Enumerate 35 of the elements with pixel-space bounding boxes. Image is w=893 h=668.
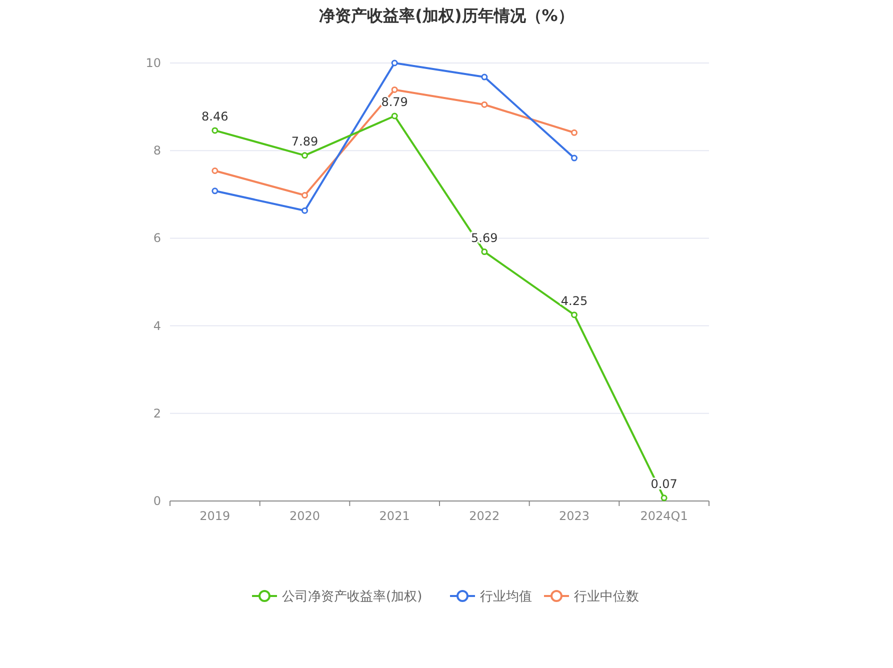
point [391, 112, 398, 120]
point [212, 188, 218, 194]
legend-label: 行业均值 [480, 590, 532, 604]
chart-title: 净资产收益率(加权)历年情况（%） [319, 6, 574, 25]
point [302, 207, 308, 214]
point [481, 248, 488, 256]
x-tick-label: 2021 [379, 509, 410, 523]
x-tick-label: 2024Q1 [640, 509, 688, 523]
point [391, 86, 398, 93]
y-tick-label: 0 [153, 494, 161, 508]
point [571, 312, 578, 318]
x-tick-label: 2019 [200, 509, 230, 523]
y-tick-label: 6 [153, 231, 161, 246]
y-tick-label: 2 [153, 406, 161, 420]
point [302, 192, 308, 199]
point [212, 168, 218, 174]
y-tick-label: 4 [153, 318, 161, 333]
point [571, 154, 578, 162]
x-tick-label: 2023 [558, 509, 590, 523]
y-tick-label: 10 [146, 56, 161, 70]
point [391, 60, 398, 66]
data-label: 7.89 [291, 134, 318, 148]
x-tick-label: 2022 [469, 509, 500, 523]
legend-label: 行业中位数 [574, 590, 639, 604]
point [571, 129, 578, 136]
point [481, 101, 488, 108]
data-label: 8.46 [202, 109, 228, 124]
y-tick-label: 8 [153, 144, 161, 158]
point [660, 494, 668, 502]
legend-label: 公司净资产收益率(加权) [282, 588, 422, 604]
point [481, 74, 488, 80]
data-label: 4.25 [560, 294, 588, 308]
x-tick-label: 2020 [289, 509, 320, 523]
point [212, 127, 218, 134]
point [302, 152, 308, 159]
